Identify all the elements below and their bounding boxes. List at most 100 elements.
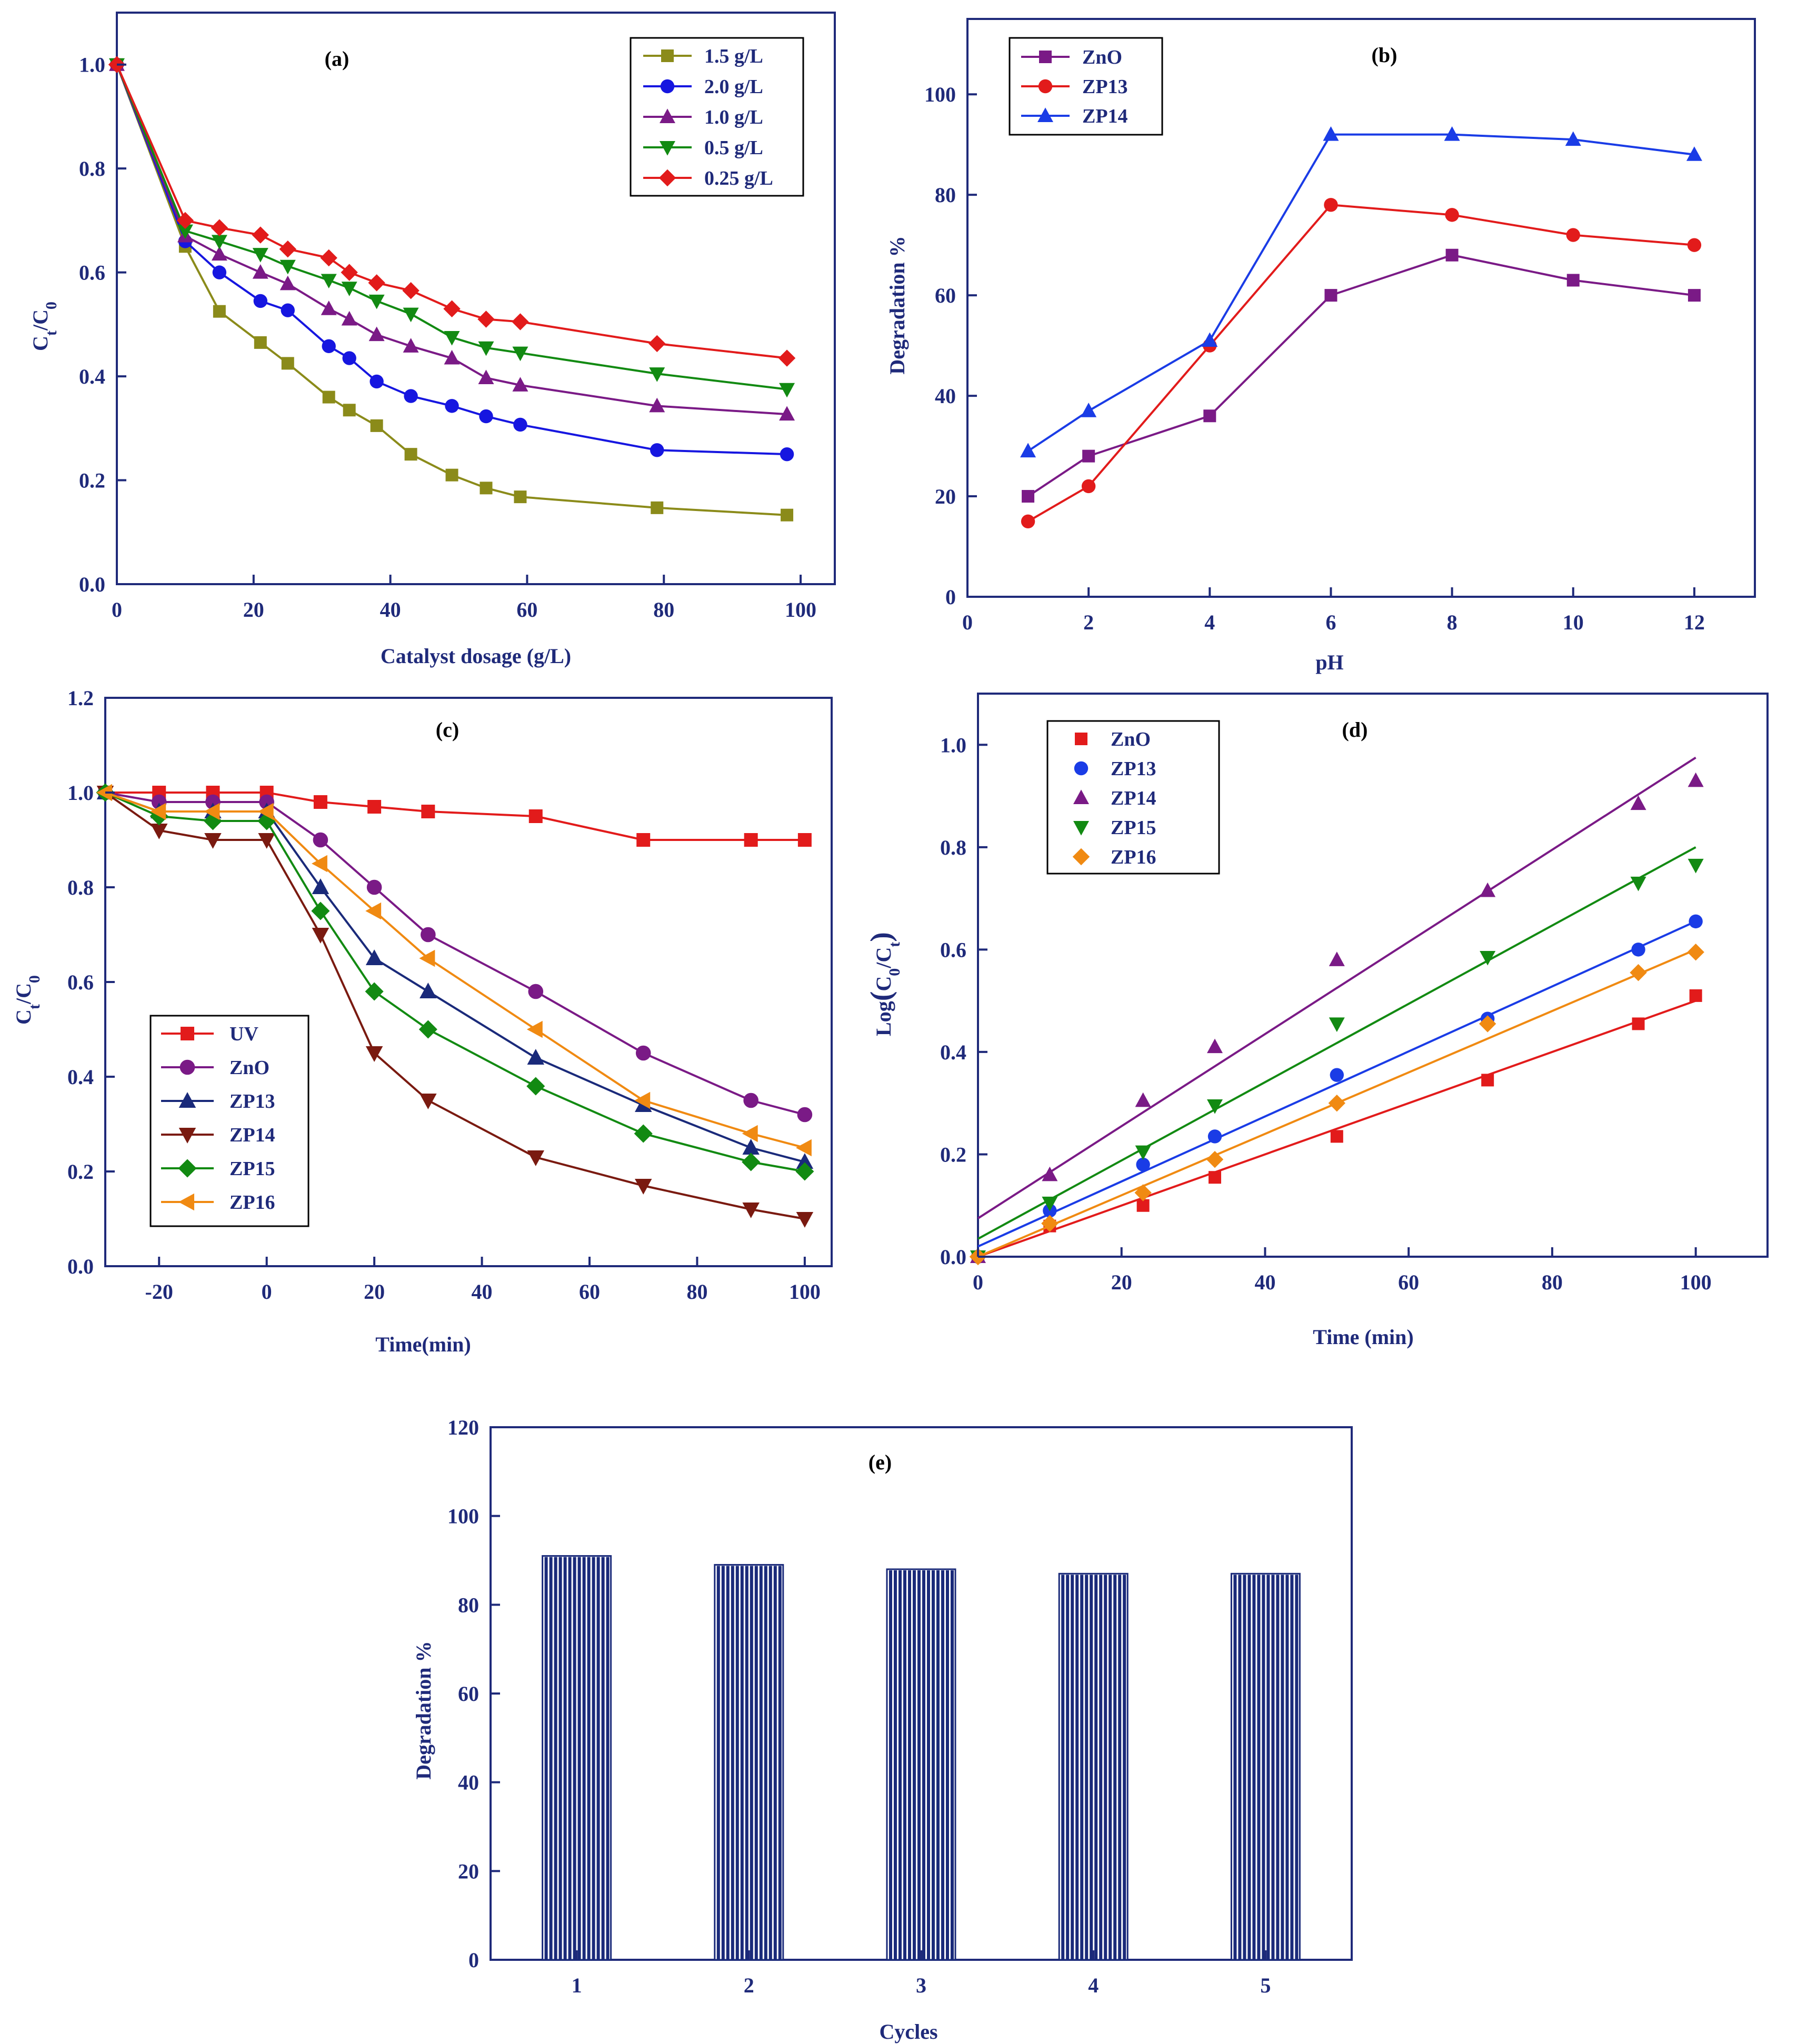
bar-cycle-3: [886, 1568, 956, 1961]
data-point: [1688, 289, 1701, 302]
bar-hatch: [568, 1557, 572, 1960]
data-point: [367, 800, 382, 814]
data-point: [778, 349, 796, 367]
data-point: [445, 399, 459, 413]
data-point: [1632, 1017, 1645, 1030]
bar-hatch: [1266, 1575, 1270, 1960]
data-point: [279, 275, 296, 290]
series-b-zp14: [1020, 126, 1702, 458]
data-point: [527, 1049, 545, 1065]
panel-a-ytick-label: 0.4: [79, 365, 105, 388]
panel-d-ticks: 0 20 40 60 80 100 0.0 0.2 0.4 0.6 0.8 1.0: [940, 733, 1712, 1294]
legend-marker: [1074, 761, 1089, 776]
panel-e-ytick-label: 40: [458, 1771, 479, 1795]
data-point: [312, 878, 330, 894]
legend-entry: ZP14: [1021, 105, 1128, 127]
legend-label: ZP16: [229, 1191, 275, 1214]
data-point: [1323, 126, 1339, 141]
panel-c-ytick-label: 1.2: [67, 686, 94, 710]
panel-b-ytick-label: 60: [935, 284, 956, 307]
data-point: [254, 336, 267, 349]
data-point: [1136, 1157, 1150, 1172]
panel-b-xtick-label: 8: [1447, 610, 1457, 634]
legend-entry: 0.5 g/L: [643, 137, 763, 159]
data-point: [1687, 238, 1702, 252]
panel-a-ytick-label: 1.0: [79, 53, 105, 77]
data-point: [795, 1162, 814, 1181]
data-point: [281, 357, 294, 370]
bar-hatch: [1257, 1575, 1261, 1960]
bar-hatch: [927, 1570, 930, 1960]
data-point: [526, 1020, 543, 1038]
data-point: [1022, 490, 1035, 503]
panel-e-ytick-label: 0: [468, 1948, 479, 1972]
panel-d-marks: [969, 756, 1704, 1266]
legend-entry: ZP16: [1072, 846, 1156, 868]
panel-c-xtick-label: 80: [686, 1280, 707, 1304]
legend-marker: [660, 141, 675, 156]
data-point: [176, 212, 194, 229]
data-point: [1689, 914, 1703, 929]
data-point: [279, 259, 296, 275]
panel-b-title: (b): [1372, 43, 1397, 67]
legend-entry: 2.0 g/L: [643, 76, 763, 98]
data-point: [797, 833, 812, 847]
data-point: [320, 249, 337, 267]
panel-a-ytick-label: 0.8: [79, 157, 105, 181]
panel-d-xlabel: Time (min): [1313, 1325, 1413, 1349]
bar-hatch: [721, 1566, 725, 1960]
panel-c-ytick-label: 1.0: [67, 781, 94, 805]
panel-d-ylabel-rparen: ): [865, 932, 897, 942]
data-point: [312, 928, 330, 944]
data-point: [150, 803, 166, 820]
data-point: [744, 833, 758, 847]
data-point: [279, 241, 296, 258]
legend-label: ZP13: [229, 1090, 275, 1113]
data-point: [177, 224, 193, 239]
panel-b-ylabel: Degradation %: [885, 236, 909, 374]
legend-label: ZP16: [1111, 846, 1156, 868]
bar-hatch: [922, 1570, 925, 1960]
panel-d-legend-box: [1046, 720, 1220, 875]
data-point: [1330, 1130, 1343, 1143]
panel-e-ytick-label: 100: [447, 1505, 479, 1528]
legend-entry: ZP15: [161, 1158, 275, 1180]
bar-hatch: [596, 1557, 600, 1960]
data-point: [779, 383, 795, 398]
bar-hatch: [592, 1557, 595, 1960]
bar-hatch: [759, 1566, 763, 1960]
data-point: [634, 1091, 651, 1109]
data-point: [1082, 449, 1095, 463]
data-point: [1041, 1215, 1059, 1232]
panel-d-ylabel-c0: C: [872, 976, 895, 991]
bar-hatch: [1262, 1575, 1265, 1960]
data-point: [1207, 1099, 1223, 1114]
data-point: [365, 949, 383, 965]
panel-c-ylabel: Ct/C0: [12, 975, 43, 1025]
series-line: [116, 64, 787, 416]
data-point: [1134, 1184, 1152, 1201]
bar-hatch: [1099, 1575, 1103, 1960]
legend-marker: [178, 1128, 196, 1144]
data-point: [403, 338, 419, 353]
legend-label: 0.5 g/L: [704, 137, 763, 159]
panel-e-xtick-label: 3: [916, 1973, 926, 1997]
data-point: [796, 1153, 814, 1169]
bar-hatch: [1061, 1575, 1065, 1960]
data-point: [1207, 1038, 1223, 1054]
data-point: [1329, 951, 1345, 966]
legend-marker: [660, 79, 675, 94]
data-point: [1689, 989, 1702, 1002]
data-point: [634, 1124, 653, 1143]
bar-cycle-2: [714, 1564, 784, 1961]
data-point: [512, 377, 528, 392]
panel-d-ytick-label: 0.6: [940, 938, 966, 961]
series-a-0-5-g-l: [109, 58, 795, 398]
legend-entry: UV: [161, 1023, 258, 1045]
bar-hatch: [913, 1570, 916, 1960]
data-point: [365, 902, 382, 920]
data-point: [527, 1150, 545, 1166]
data-point: [341, 264, 358, 281]
data-point: [420, 1094, 437, 1109]
bar-hatch: [917, 1570, 921, 1960]
